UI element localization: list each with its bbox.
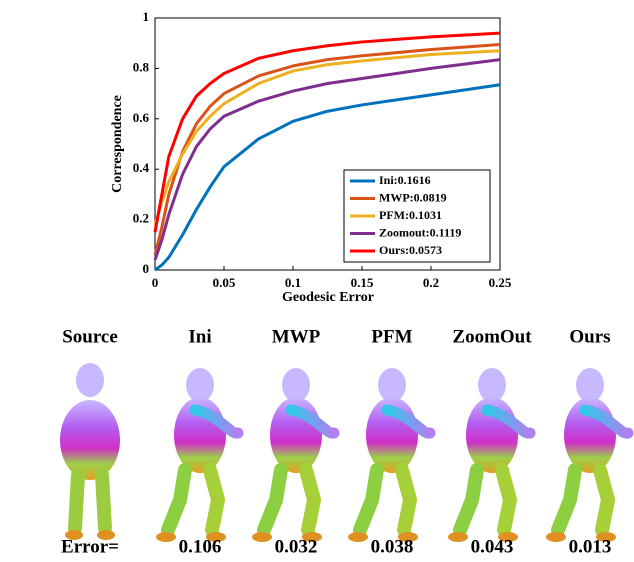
x-tick-label: 0.15 — [351, 275, 374, 290]
mesh-render — [156, 368, 238, 542]
x-tick-label: 0.2 — [423, 275, 439, 290]
legend-label: MWP:0.0819 — [379, 190, 447, 204]
error-label: Error= — [61, 536, 119, 557]
y-tick-label: 0.8 — [133, 59, 150, 74]
y-axis-label: Correspondence — [110, 95, 125, 193]
source-mesh — [15, 363, 165, 540]
y-tick-label: 0 — [143, 261, 150, 276]
column-header: Ini — [188, 326, 211, 347]
mesh-render — [348, 368, 430, 542]
legend-label: Ini:0.1616 — [379, 173, 431, 187]
plot-frame — [154, 17, 501, 271]
y-tick-label: 0.4 — [133, 160, 150, 175]
mesh-render — [448, 368, 530, 542]
error-value: 0.038 — [371, 536, 414, 557]
column-header: PFM — [371, 326, 412, 347]
y-tick-label: 1 — [143, 9, 150, 24]
series-line — [153, 42, 501, 256]
column-header: ZoomOut — [452, 326, 532, 347]
legend-label: PFM:0.1031 — [379, 208, 442, 222]
series-line — [153, 49, 501, 226]
error-value: 0.043 — [471, 536, 514, 557]
column-header: MWP — [272, 326, 321, 347]
mesh-render — [546, 368, 628, 542]
series-line — [153, 31, 501, 233]
x-tick-label: 0.25 — [489, 275, 512, 290]
column-header: Ours — [569, 326, 610, 347]
series-line — [154, 83, 501, 272]
x-tick-label: 0.05 — [213, 275, 236, 290]
column-header: Source — [62, 326, 118, 347]
mesh-render — [252, 368, 334, 542]
x-tick-label: 0.1 — [285, 275, 301, 290]
error-value: 0.106 — [179, 536, 222, 557]
y-tick-label: 0.6 — [133, 110, 150, 125]
x-tick-label: 0 — [152, 275, 159, 290]
error-value: 0.032 — [275, 536, 318, 557]
x-axis-label: Geodesic Error — [282, 290, 374, 305]
error-value: 0.013 — [569, 536, 612, 557]
series-line — [153, 58, 501, 261]
legend-label: Zoomout:0.1119 — [379, 225, 461, 239]
y-tick-label: 0.2 — [133, 211, 149, 226]
legend-label: Ours:0.0573 — [379, 243, 442, 257]
